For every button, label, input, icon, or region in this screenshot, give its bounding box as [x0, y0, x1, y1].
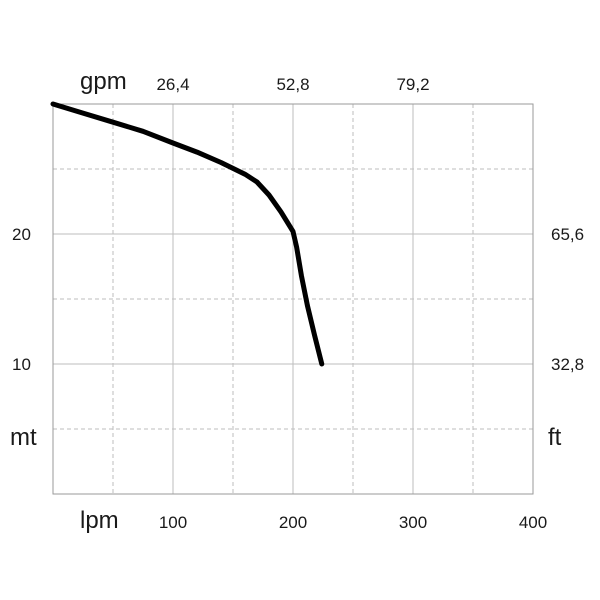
y-tick-label-right: 65,6	[551, 225, 584, 244]
y-axis-right-ticks: 32,8 65,6	[551, 225, 584, 374]
y-unit-left: mt	[10, 424, 37, 451]
x-axis-top-ticks: 26,4 52,8 79,2	[156, 75, 429, 94]
y-tick-label-left: 10	[12, 355, 31, 374]
y-tick-label-right: 32,8	[551, 355, 584, 374]
performance-curve	[50, 101, 325, 367]
x-tick-label-bottom: 300	[399, 513, 427, 532]
x-tick-label-top: 79,2	[396, 75, 429, 94]
y-tick-label-left: 20	[12, 225, 31, 244]
plot-frame	[52, 103, 534, 495]
x-tick-label-bottom: 200	[279, 513, 307, 532]
x-tick-label-bottom: 400	[519, 513, 547, 532]
x-tick-label-bottom: 100	[159, 513, 187, 532]
y-unit-right: ft	[548, 424, 562, 451]
chart-grid	[53, 104, 533, 494]
x-unit-top: gpm	[80, 68, 127, 95]
x-unit-bottom: lpm	[80, 507, 119, 534]
x-tick-label-top: 26,4	[156, 75, 189, 94]
x-tick-label-top: 52,8	[276, 75, 309, 94]
x-axis-bottom-ticks: 100 200 300 400	[159, 513, 547, 532]
y-axis-left-ticks: 10 20	[12, 225, 31, 374]
